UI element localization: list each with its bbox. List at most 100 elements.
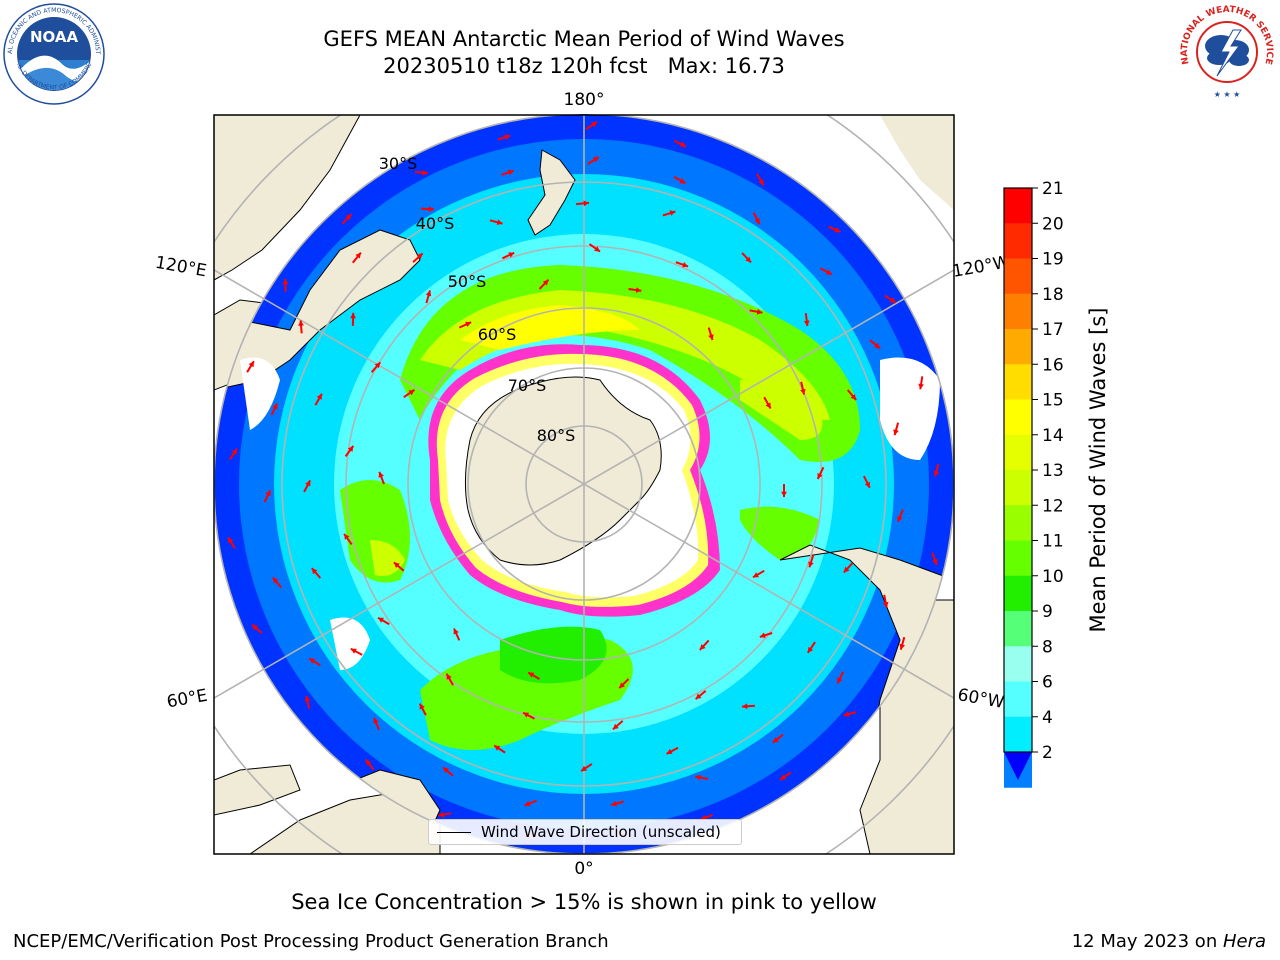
wave-arrow-head xyxy=(231,448,237,455)
colorbar-segment xyxy=(1004,540,1032,577)
wave-arrow-head xyxy=(438,811,445,818)
wave-arrow-head xyxy=(889,297,896,303)
wave-arrow-head xyxy=(933,470,940,477)
sea-ice-note: Sea Ice Concentration > 15% is shown in … xyxy=(291,890,877,914)
wave-arrow-head xyxy=(378,617,384,623)
wave-arrow-head xyxy=(695,774,701,781)
colorbar-segments xyxy=(1004,188,1032,788)
colorbar-tick-label: 4 xyxy=(1042,708,1053,728)
wave-arrow-head xyxy=(834,227,841,233)
wave-arrow-head xyxy=(864,481,870,488)
wave-arrow-head xyxy=(374,362,381,369)
wave-arrow-head xyxy=(695,693,702,700)
wave-arrow-head xyxy=(666,748,673,754)
wave-arrow-head xyxy=(350,312,356,319)
wave-arrow-head xyxy=(508,252,515,258)
map-title: GEFS MEAN Antarctic Mean Period of Wind … xyxy=(323,27,845,51)
wave-arrow-head xyxy=(496,219,503,225)
lat-label-40s: 40°S xyxy=(416,214,455,233)
wave-arrow-head xyxy=(393,562,400,568)
colorbar-tick-label: 13 xyxy=(1042,461,1064,481)
colorbar-tick-label: 18 xyxy=(1042,285,1064,305)
lon-label-120e: 120°E xyxy=(154,253,208,282)
wave-arrow-head xyxy=(494,745,501,751)
wave-arrow-head xyxy=(807,646,814,653)
wave-arrow-head xyxy=(808,561,814,568)
colorbar-segment xyxy=(1004,646,1032,682)
colorbar-segment xyxy=(1004,470,1032,506)
footer-date: 12 May 2023 on Hera xyxy=(1072,931,1266,952)
lon-label-60e: 60°E xyxy=(165,686,209,713)
wave-arrow-head xyxy=(305,480,311,487)
wave-arrow-head xyxy=(272,403,278,410)
wave-arrow-head xyxy=(304,695,311,702)
wave-arrow-head xyxy=(581,765,588,772)
wave-arrow-head xyxy=(699,644,706,650)
wave-arrow-head xyxy=(843,711,850,717)
wave-arrow-head xyxy=(591,121,598,128)
wave-arrow-head xyxy=(523,712,530,718)
wave-arrow-head xyxy=(504,134,511,140)
footer-date-text: 12 May 2023 on xyxy=(1071,931,1223,952)
colorbar-segment xyxy=(1004,716,1032,753)
legend-label: Wind Wave Direction (unscaled) xyxy=(481,823,721,841)
wave-arrow-head xyxy=(800,388,806,395)
wave-arrow-head xyxy=(753,572,759,578)
wave-arrow-head xyxy=(772,737,779,743)
wave-arrow-head xyxy=(612,723,619,730)
wave-arrow-head xyxy=(507,169,514,176)
wave-arrow-head xyxy=(465,321,472,327)
wave-arrow-head xyxy=(425,290,432,297)
wave-arrow-head xyxy=(780,774,787,780)
colorbar-tick-label: 19 xyxy=(1042,250,1064,270)
wave-arrow-head xyxy=(228,537,234,544)
colorbar-segment xyxy=(1004,681,1032,718)
wave-arrow-head xyxy=(282,278,289,285)
colorbar-segment xyxy=(1004,293,1032,330)
colorbar-segment xyxy=(1004,505,1032,541)
colorbar-segment xyxy=(1004,611,1032,647)
wave-arrow-head xyxy=(272,577,279,584)
wave-arrow-head xyxy=(635,287,642,293)
map-subtitle: 20230510 t18z 120h fcst Max: 16.73 xyxy=(383,54,785,78)
wave-arrow-head xyxy=(758,179,764,186)
wave-arrow-head xyxy=(899,643,905,650)
lat-label-30s: 30°S xyxy=(379,154,418,173)
nws-logo: NATIONAL WEATHER SERVICE ★ ★ ★ xyxy=(1179,4,1275,100)
wave-arrow-head xyxy=(882,601,889,608)
wave-arrow-head xyxy=(422,169,428,176)
footer-machine: Hera xyxy=(1222,931,1266,952)
wave-arrow-head xyxy=(347,445,354,452)
wave-arrow-head xyxy=(298,320,304,326)
wave-arrow-head xyxy=(309,658,316,664)
wave-arrow-head xyxy=(756,308,763,315)
colorbar-segment xyxy=(1004,399,1032,436)
graticule xyxy=(214,115,954,854)
wave-arrow-head xyxy=(817,473,823,479)
wave-arrow-head xyxy=(316,393,322,400)
colorbar-tick-label: 12 xyxy=(1042,496,1064,516)
wave-arrow-head xyxy=(365,759,372,766)
wave-arrow-head xyxy=(745,256,751,263)
footer-branch: NCEP/EMC/Verification Post Processing Pr… xyxy=(13,931,609,952)
wave-arrow-head xyxy=(619,682,625,689)
wave-arrow-head xyxy=(311,568,318,575)
wave-arrow-head xyxy=(837,677,843,684)
wave-arrow-head xyxy=(594,246,600,252)
colorbar-segment xyxy=(1004,258,1032,295)
colorbar-tick-label: 2 xyxy=(1042,743,1053,763)
colorbar-tick-label: 20 xyxy=(1042,214,1064,234)
colorbar-tick-label: 17 xyxy=(1042,320,1064,340)
wave-arrow-head xyxy=(528,672,535,678)
wave-arrow-head xyxy=(378,471,384,478)
wave-arrow-head xyxy=(592,157,599,163)
wave-arrow-head xyxy=(443,767,449,773)
colorbar-segment xyxy=(1004,575,1032,612)
wave-arrow-head xyxy=(765,402,771,409)
wave-arrow-head xyxy=(428,206,434,212)
wave-arrow-head xyxy=(524,800,531,807)
colorbar-tick-label: 8 xyxy=(1042,637,1053,657)
wave-arrow-head xyxy=(583,200,589,207)
wave-arrow-head xyxy=(542,279,549,286)
colorbar-ticks: 21 20 19 18 17 16 15 14 13 12 11 10 9 8 6 4 2 xyxy=(1032,180,1064,763)
